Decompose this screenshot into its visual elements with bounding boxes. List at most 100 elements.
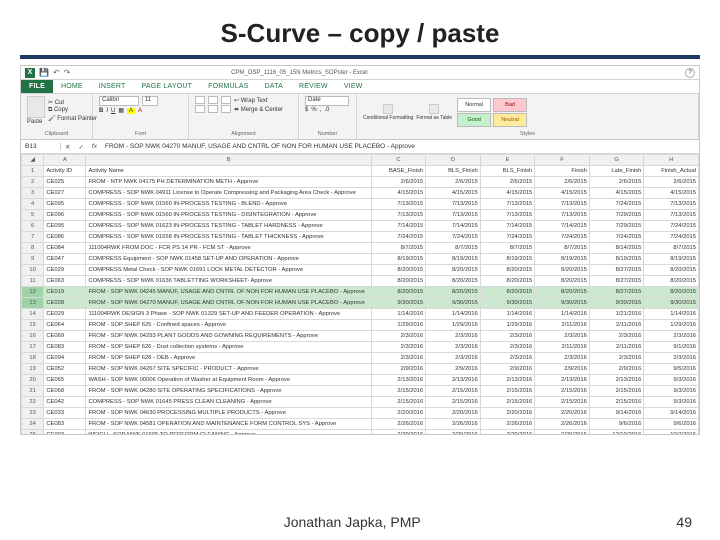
cell-date[interactable]: 2/11/2016 (589, 320, 644, 331)
row-header[interactable]: 14 (22, 309, 44, 320)
format-as-table-button[interactable] (429, 104, 439, 114)
cell-date[interactable]: 9/1/2016 (644, 342, 699, 353)
style-bad[interactable]: Bad (493, 98, 527, 112)
cell-date[interactable]: 7/13/2015 (644, 199, 699, 210)
row-header[interactable]: 17 (22, 342, 44, 353)
cell-date[interactable]: 8/19/2015 (480, 254, 535, 265)
cell-date[interactable]: 8/7/2015 (480, 243, 535, 254)
copy-button[interactable]: ⧉ Copy (48, 107, 97, 114)
cell-date[interactable]: 7/29/2015 (589, 221, 644, 232)
cell-activity-id[interactable]: CE028 (44, 298, 86, 309)
cell-date[interactable]: 2/20/2016 (535, 408, 590, 419)
tab-insert[interactable]: INSERT (91, 80, 134, 93)
row-header[interactable]: 13 (22, 298, 44, 309)
cell-date[interactable]: 9/5/2016 (644, 364, 699, 375)
cell-activity-name[interactable]: FROM - NTP NWK 04175 PH DETERMINATION ME… (86, 177, 371, 188)
row-header[interactable]: 10 (22, 265, 44, 276)
cell-date[interactable]: 7/24/2015 (535, 232, 590, 243)
cell-date[interactable]: 8/7/2015 (426, 243, 481, 254)
table-row[interactable]: 10CE029COMPRESS Metal Check - SOP NWK 01… (22, 265, 699, 276)
cell-date[interactable]: 8/20/2015 (535, 265, 590, 276)
table-row[interactable]: 5CE096COMPRESS - SOP NWK 01560 IN-PROCES… (22, 210, 699, 221)
cell-date[interactable]: 8/20/2015 (644, 265, 699, 276)
style-neutral[interactable]: Neutral (493, 113, 527, 127)
tab-file[interactable]: FILE (21, 80, 53, 93)
cell-activity-id[interactable]: CE068 (44, 386, 86, 397)
table-row[interactable]: 4CE095COMPRESS - SOP NWK 01560 IN-PROCES… (22, 199, 699, 210)
increase-decimal-button[interactable]: .0 (324, 107, 329, 113)
cell-date[interactable]: 2/26/2016 (426, 419, 481, 430)
row-header[interactable]: 3 (22, 188, 44, 199)
bold-button[interactable]: B (99, 108, 103, 114)
cell-date[interactable]: 1/14/2016 (644, 309, 699, 320)
cell-date[interactable]: 8/20/2015 (480, 265, 535, 276)
col-D[interactable]: D (426, 155, 481, 166)
cell-date[interactable]: 7/14/2015 (480, 221, 535, 232)
row-header[interactable]: 20 (22, 375, 44, 386)
cell-activity-name[interactable]: FROM - SOP NWK 04245 MANUF, USAGE AND CN… (86, 287, 371, 298)
cell-date[interactable]: 8/20/2015 (426, 265, 481, 276)
cell-date[interactable]: 2/3/2016 (426, 331, 481, 342)
cell-date[interactable]: 2/29/2016 (535, 430, 590, 435)
cell-date[interactable]: 2/15/2016 (535, 397, 590, 408)
worksheet-grid[interactable]: ◢ A B C D E F G H 1 Activity ID Activity… (21, 154, 699, 434)
col-E[interactable]: E (480, 155, 535, 166)
row-header[interactable]: 24 (22, 419, 44, 430)
table-row[interactable]: 14CE029111004RWK DESIGN 3 Phase - SOP NW… (22, 309, 699, 320)
cell-date[interactable]: 1/14/2016 (426, 309, 481, 320)
align-middle-button[interactable] (208, 96, 218, 104)
row-header[interactable]: 4 (22, 199, 44, 210)
cell-activity-id[interactable]: CE069 (44, 331, 86, 342)
header-row[interactable]: 1 Activity ID Activity Name BASE_Finish … (22, 166, 699, 177)
cell-date[interactable]: 2/3/2016 (535, 353, 590, 364)
align-top-button[interactable] (195, 96, 205, 104)
font-size-select[interactable]: 11 (142, 96, 158, 106)
font-color-button[interactable]: A (138, 108, 142, 114)
cell-date[interactable]: 2/13/2016 (535, 375, 590, 386)
table-row[interactable]: 8CE084111004RWK FROM DOC - FCR PS 14 PR … (22, 243, 699, 254)
table-row[interactable]: 6CE095COMPRESS - SOP NWK 01623 IN-PROCES… (22, 221, 699, 232)
tab-data[interactable]: DATA (257, 80, 291, 93)
cell-activity-name[interactable]: FROM - SOP NWK 04280 SITE OPERATING SPEC… (86, 386, 371, 397)
table-row[interactable]: 9CE047COMPRESS Equipment - SOP NWK 01458… (22, 254, 699, 265)
cell-date[interactable]: 7/29/2015 (589, 210, 644, 221)
cell-date[interactable]: 2/13/2016 (426, 375, 481, 386)
col-F[interactable]: F (535, 155, 590, 166)
cell-activity-name[interactable]: COMPRESS - SOP NWK 01636 TABLETTING WORK… (86, 276, 371, 287)
cell-date[interactable]: 9/14/2016 (644, 408, 699, 419)
cell-activity-name[interactable]: FROM - SOP SHEP 628 - OEB - Approve (86, 353, 371, 364)
cell-activity-id[interactable]: CE084 (44, 243, 86, 254)
cell-date[interactable]: 9/30/2015 (589, 298, 644, 309)
cell-date[interactable]: 9/6/2016 (644, 419, 699, 430)
cell-activity-id[interactable]: CE029 (44, 265, 86, 276)
cell-date[interactable]: 8/20/2015 (426, 287, 481, 298)
row-header[interactable]: 5 (22, 210, 44, 221)
cell-date[interactable]: 2/9/2016 (371, 364, 426, 375)
cell-date[interactable]: 4/15/2015 (371, 188, 426, 199)
cell-activity-name[interactable]: FROM - SOP NWK 04630 PROCESSING MULTIPLE… (86, 408, 371, 419)
table-row[interactable]: 16CE069FROM - SOP NWK 04293 PLANT GOODS … (22, 331, 699, 342)
row-header[interactable]: 16 (22, 331, 44, 342)
style-good[interactable]: Good (457, 113, 491, 127)
cell-activity-id[interactable]: CE093 (44, 430, 86, 435)
cell-date[interactable]: 2/6/2015 (535, 177, 590, 188)
cell-activity-id[interactable]: CE063 (44, 276, 86, 287)
row-header[interactable]: 11 (22, 276, 44, 287)
cell-date[interactable]: 9/30/2015 (480, 298, 535, 309)
cell-date[interactable]: 2/6/2015 (589, 177, 644, 188)
cell-activity-id[interactable]: CE083 (44, 342, 86, 353)
cell-date[interactable]: 9/30/2015 (426, 298, 481, 309)
cell-activity-id[interactable]: CE095 (44, 221, 86, 232)
col-G[interactable]: G (589, 155, 644, 166)
number-format-select[interactable]: Date (305, 96, 349, 106)
italic-button[interactable]: I (106, 108, 108, 114)
style-normal[interactable]: Normal (457, 98, 491, 112)
col-H[interactable]: H (644, 155, 699, 166)
align-center-button[interactable] (208, 105, 218, 113)
cell-activity-name[interactable]: FROM - SOP SHEP 626 - Dust collection sy… (86, 342, 371, 353)
cell-date[interactable]: 7/14/2015 (426, 221, 481, 232)
cell-date[interactable]: 8/7/2015 (371, 243, 426, 254)
cell-date[interactable]: 9/6/2016 (589, 419, 644, 430)
cell-date[interactable]: 8/20/2015 (371, 265, 426, 276)
cell-date[interactable]: 7/24/2015 (426, 232, 481, 243)
